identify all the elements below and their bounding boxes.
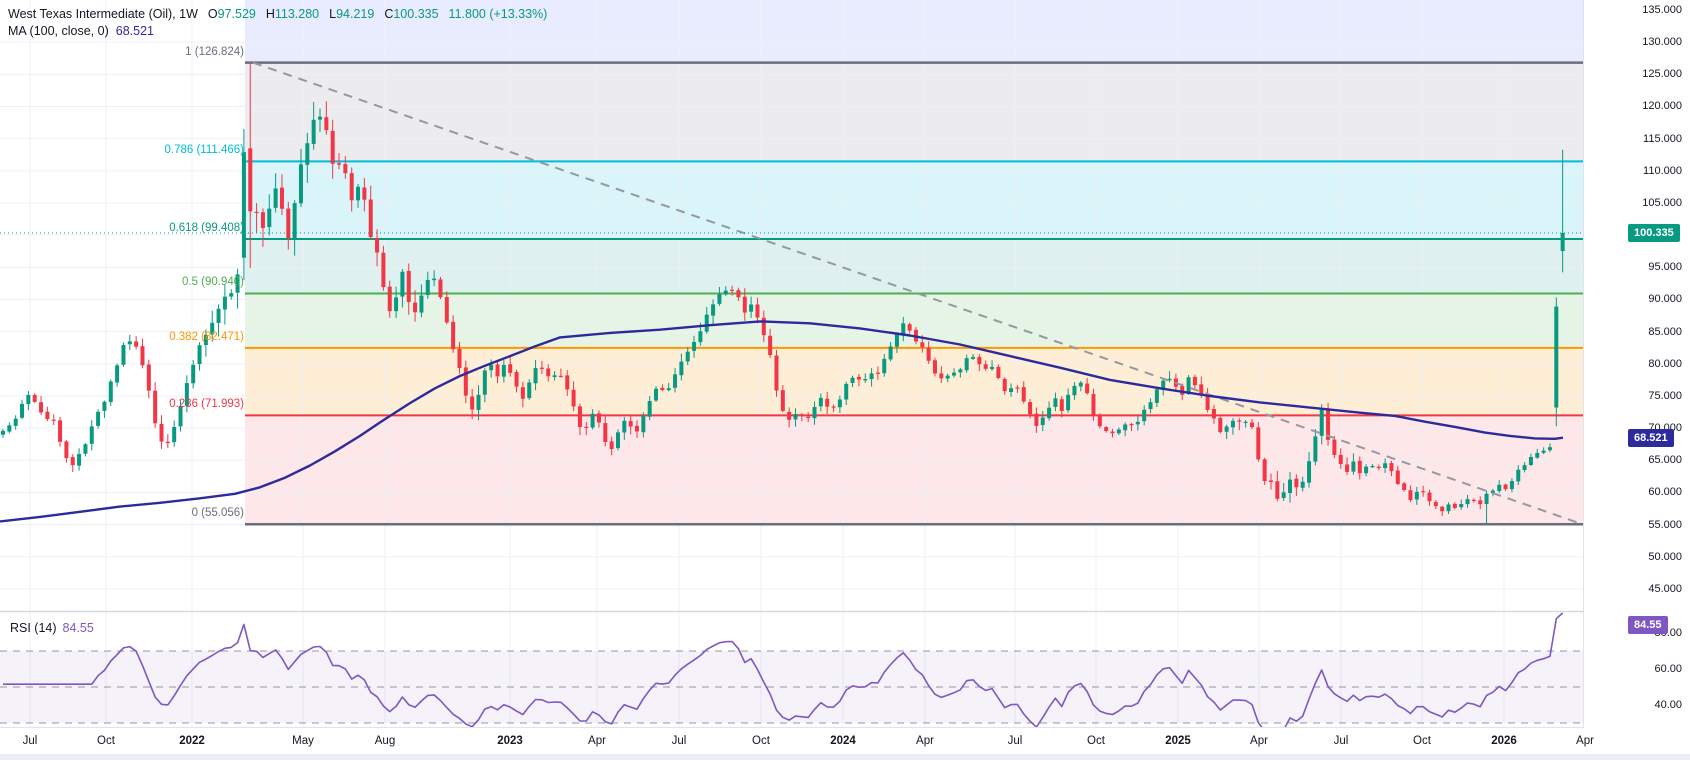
time-axis-label: 2023 (497, 735, 523, 747)
time-axis-label: Apr (1576, 735, 1594, 747)
time-axis-label: Oct (1087, 735, 1105, 747)
time-axis-label: Jul (1333, 735, 1349, 747)
candlestick-series (1, 62, 1565, 524)
price-tick-label: 135.000 (1642, 4, 1682, 16)
ohlc-open: O97.529 (207, 7, 256, 21)
rsi-tick-label: 40.00 (1654, 699, 1682, 711)
ma-value-badge: 68.521 (1628, 428, 1674, 447)
price-tick-label: 120.000 (1642, 100, 1682, 113)
rsi-value-badge: 84.55 (1628, 615, 1668, 634)
price-tick-label: 65.000 (1648, 454, 1682, 467)
ma-line (0, 320, 1564, 523)
symbol-legend-row[interactable]: West Texas Intermediate (Oil), 1W O97.52… (8, 6, 547, 23)
rsi-indicator-title[interactable]: RSI (14) (10, 621, 57, 635)
rsi-legend-row[interactable]: RSI (14) 84.55 (10, 621, 94, 635)
fib-level-label: 0 (55.056) (191, 507, 244, 520)
ma-legend-row[interactable]: MA (100, close, 0) 68.521 (8, 23, 547, 40)
time-axis[interactable]: Jul Oct 2022 May Aug 2023 Apr Jul Oct 2024 Apr Jul O… (0, 728, 1690, 754)
fib-level-label: 1 (126.824) (185, 45, 244, 58)
time-axis-label: 2026 (1491, 735, 1517, 747)
price-tick-label: 125.000 (1642, 68, 1682, 81)
price-tick-label: 130.000 (1642, 36, 1682, 49)
price-tick-label: 115.000 (1643, 132, 1682, 145)
ma-indicator-title[interactable]: MA (100, close, 0) (8, 24, 109, 38)
price-tick-label: 95.000 (1648, 261, 1682, 274)
time-axis-label: May (292, 735, 314, 747)
time-axis-label: Aug (374, 735, 396, 747)
price-tick-label: 75.000 (1648, 389, 1682, 402)
symbol-title[interactable]: West Texas Intermediate (Oil), 1W (8, 7, 198, 21)
ohlc-low: L94.219 (329, 7, 375, 21)
price-tick-label: 80.000 (1648, 357, 1682, 370)
descending-trendline (252, 61, 1581, 525)
time-axis-label: Oct (97, 735, 115, 747)
symbol-legend[interactable]: West Texas Intermediate (Oil), 1W O97.52… (8, 6, 547, 40)
change-value: 11.800 (+13.33%) (448, 7, 548, 21)
rsi-tick-label: 60.00 (1654, 663, 1682, 675)
price-tick-label: 90.000 (1648, 293, 1682, 306)
price-tick-label: 50.000 (1648, 550, 1682, 563)
time-axis-label: 2024 (830, 735, 856, 747)
price-axis[interactable]: 135.000 130.000 125.000 120.000 115.000 110.0… (1584, 0, 1690, 760)
time-axis-label: Jul (671, 735, 687, 747)
price-tick-label: 45.000 (1648, 582, 1682, 595)
fib-level-label: 0.786 (111.466) (164, 144, 245, 157)
price-tick-label: 85.000 (1648, 325, 1682, 338)
time-axis-label: Jul (1007, 735, 1023, 747)
time-axis-label: Oct (752, 735, 770, 747)
price-tick-label: 105.000 (1642, 196, 1682, 209)
time-axis-label: Apr (916, 735, 934, 747)
time-axis-label: Apr (588, 735, 606, 747)
ma-indicator-value: 68.521 (115, 24, 154, 38)
time-axis-label: Oct (1413, 735, 1431, 747)
price-tick-label: 60.000 (1648, 486, 1682, 499)
ohlc-high: H113.280 (265, 7, 320, 21)
fib-level-label: 0.236 (71.993) (169, 398, 244, 411)
time-axis-label: 2022 (179, 735, 205, 747)
time-axis-label: Apr (1250, 735, 1268, 747)
bottom-edge-strip (0, 754, 1690, 760)
rsi-line (3, 612, 1564, 727)
ohlc-close: C100.335 (384, 7, 439, 21)
rsi-indicator-value: 84.55 (62, 621, 94, 635)
time-axis-label: 2025 (1165, 735, 1191, 747)
last-price-badge: 100.335 (1628, 223, 1680, 242)
fib-level-label: 0.5 (90.940) (181, 276, 244, 289)
price-tick-label: 55.000 (1648, 518, 1682, 531)
fib-level-label: 0.382 (82.471) (169, 330, 244, 343)
price-tick-label: 110.000 (1643, 164, 1682, 177)
time-axis-label: Jul (22, 735, 38, 747)
fib-level-label: 0.618 (99.408) (169, 221, 244, 234)
